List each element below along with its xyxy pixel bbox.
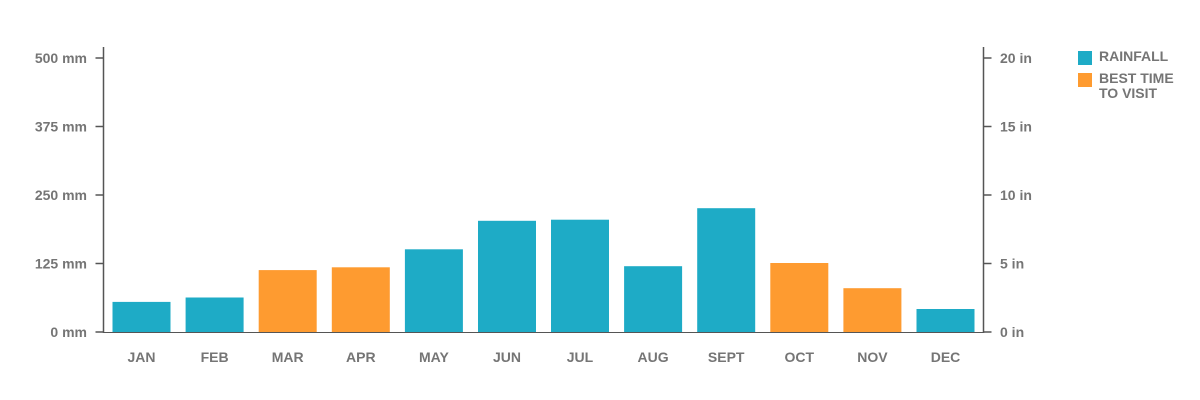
bar-dec: [916, 309, 975, 332]
x-tick-label-dec: DEC: [931, 349, 961, 365]
legend-swatch-rainfall: [1078, 51, 1092, 65]
right-axis-tick-label: 0 in: [1000, 324, 1024, 340]
bar-jun: [478, 220, 536, 332]
bar-nov: [843, 288, 902, 332]
bar-feb: [185, 297, 244, 332]
legend-item-best-time: BEST TIME TO VISIT: [1078, 71, 1188, 101]
x-tick-label-jul: JUL: [567, 349, 594, 365]
bar-sept: [697, 208, 756, 332]
left-axis-tick-label: 125 mm: [35, 256, 87, 272]
bar-oct: [770, 263, 829, 332]
x-tick-label-oct: OCT: [785, 349, 815, 365]
bar-aug: [624, 266, 683, 332]
right-axis-tick-label: 20 in: [1000, 50, 1032, 66]
x-tick-label-jun: JUN: [493, 349, 521, 365]
bar-jan: [112, 301, 171, 332]
legend-swatch-best-time: [1078, 73, 1092, 87]
x-tick-label-sept: SEPT: [708, 349, 745, 365]
bar-may: [404, 249, 463, 332]
left-axis-tick-label: 250 mm: [35, 187, 87, 203]
bar-jul: [551, 219, 609, 332]
bar-mar: [258, 270, 317, 332]
x-tick-label-nov: NOV: [857, 349, 888, 365]
left-axis-tick-label: 375 mm: [35, 119, 87, 135]
right-axis-tick-label: 10 in: [1000, 187, 1032, 203]
x-tick-label-mar: MAR: [272, 349, 304, 365]
legend-label-rainfall: RAINFALL: [1099, 48, 1169, 64]
legend: RAINFALL BEST TIME TO VISIT: [1078, 49, 1188, 107]
left-axis-tick-label: 500 mm: [35, 50, 87, 66]
x-tick-label-may: MAY: [419, 349, 449, 365]
bar-apr: [331, 267, 390, 332]
legend-item-rainfall: RAINFALL: [1078, 49, 1188, 65]
x-tick-label-jan: JAN: [127, 349, 155, 365]
left-axis-tick-label: 0 mm: [50, 324, 87, 340]
right-axis-tick-label: 5 in: [1000, 256, 1024, 272]
legend-label-best-time: BEST TIME TO VISIT: [1099, 70, 1174, 101]
right-axis-tick-label: 15 in: [1000, 119, 1032, 135]
x-tick-label-apr: APR: [346, 349, 376, 365]
x-tick-label-aug: AUG: [638, 349, 669, 365]
x-tick-label-feb: FEB: [201, 349, 229, 365]
